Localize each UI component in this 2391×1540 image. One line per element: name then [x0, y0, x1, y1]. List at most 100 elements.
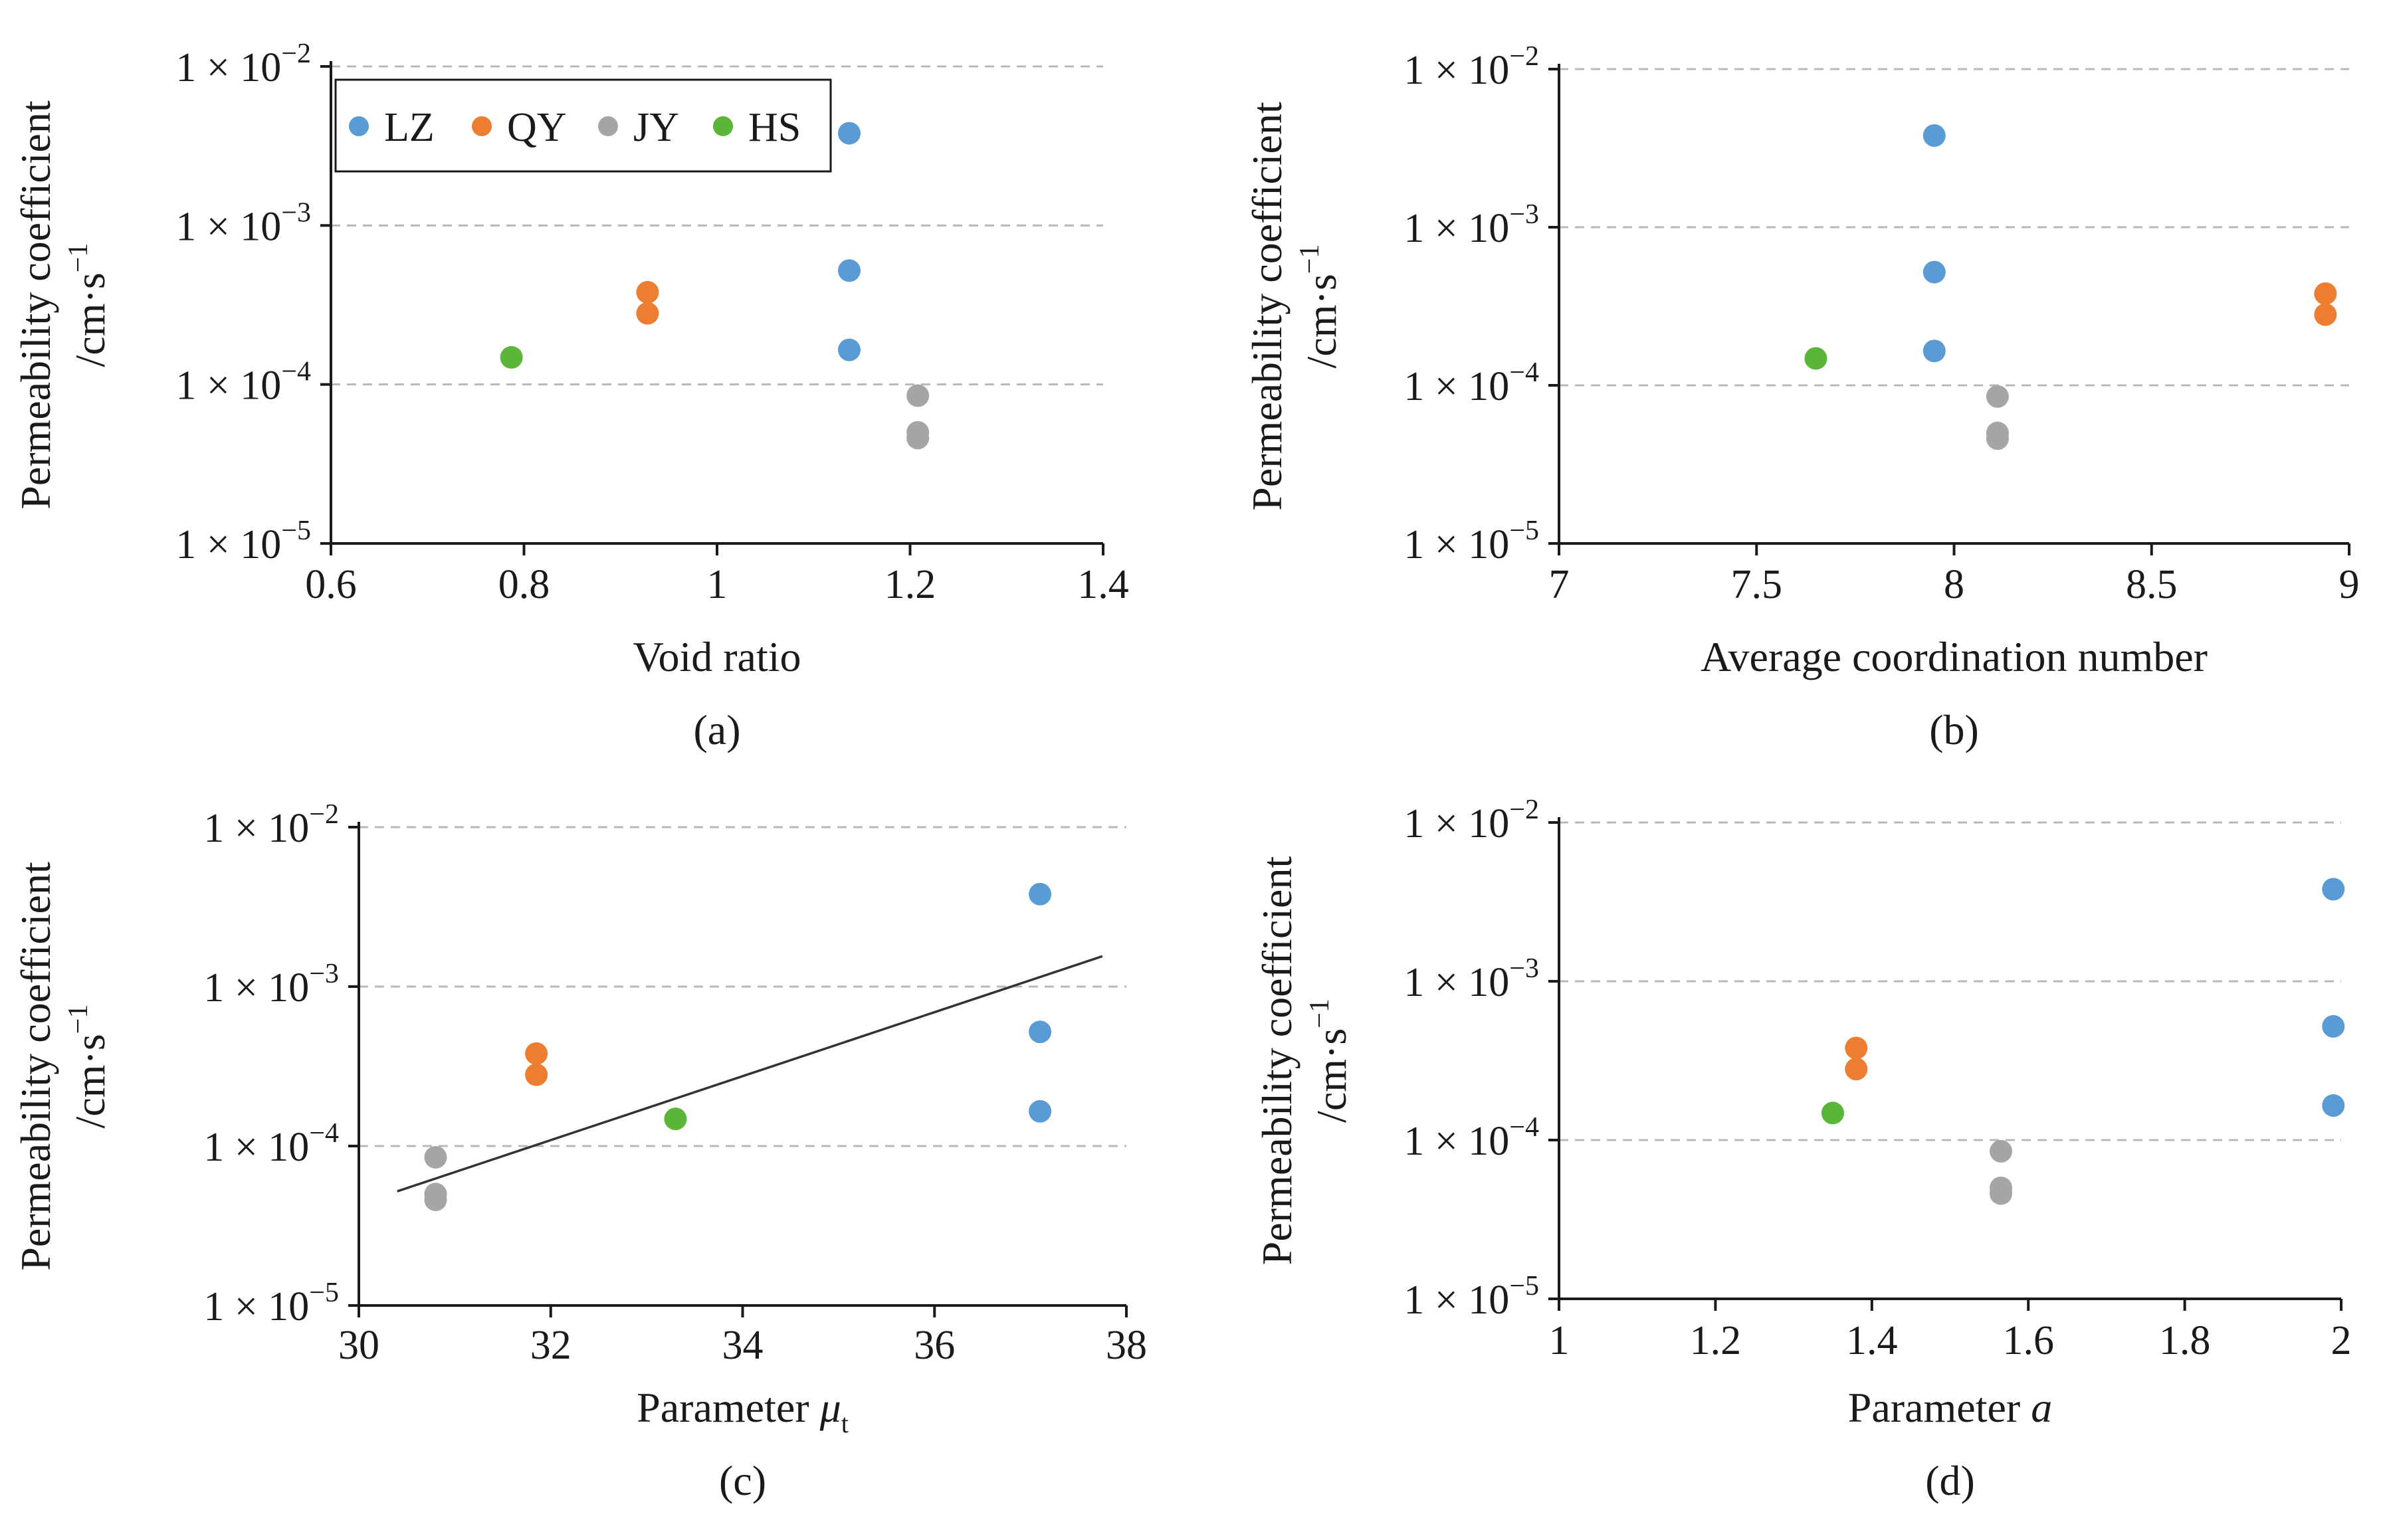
y-tick-exponent: −5 — [1509, 1271, 1539, 1301]
x-tick-label: 34 — [722, 1323, 764, 1368]
y-axis-label-unit: /cm·s−1 — [1304, 999, 1355, 1123]
x-tick-label: 8.5 — [2126, 562, 2178, 607]
y-tick-label: 1 × 10−2 — [1403, 41, 1539, 93]
point-qy — [2314, 303, 2337, 326]
y-axis-label: Permeability coefficient/cm·s−1 — [1243, 102, 1345, 511]
x-tick-label: 7 — [1549, 562, 1570, 607]
x-tick-label: 1.8 — [2159, 1318, 2211, 1363]
x-tick-label: 0.6 — [305, 562, 357, 607]
y-tick-base: 1 × 10 — [175, 45, 281, 90]
y-tick-label: 1 × 10−3 — [1403, 199, 1539, 251]
y-axis-label-unit: /cm·s−1 — [63, 1005, 114, 1129]
point-lz — [1029, 882, 1052, 906]
y-tick-base: 1 × 10 — [175, 363, 281, 409]
y-tick-label: 1 × 10−4 — [175, 357, 311, 409]
point-lz — [1029, 1020, 1052, 1044]
x-tick-label: 36 — [914, 1323, 955, 1368]
point-jy — [1986, 385, 2009, 408]
y-tick-label: 1 × 10−4 — [1403, 357, 1539, 409]
y-tick-base: 1 × 10 — [203, 1284, 309, 1329]
legend-box — [334, 78, 832, 173]
legend-label-qy: QY — [507, 105, 567, 150]
point-lz — [2322, 1014, 2345, 1038]
y-tick-exponent: −3 — [1509, 953, 1539, 984]
x-tick-label: 7.5 — [1731, 562, 1783, 607]
trend-line — [397, 955, 1103, 1193]
y-tick-base: 1 × 10 — [175, 522, 281, 567]
x-tick-label: 32 — [530, 1323, 572, 1368]
point-lz — [1923, 339, 1946, 363]
panel-caption: (d) — [1925, 1457, 1975, 1504]
point-lz — [1923, 124, 1946, 147]
legend-marker-lz — [349, 116, 369, 136]
x-tick-label: 1.6 — [2002, 1318, 2054, 1363]
panel-b: 7 7.5 8 8.5 91 × 10−51 × 10−41 × 10−31 × 10−… — [1243, 41, 2360, 753]
y-tick-base: 1 × 10 — [1403, 48, 1509, 93]
point-jy — [1990, 1139, 2013, 1163]
y-tick-exponent: −5 — [1509, 516, 1539, 546]
x-axis-label: Parameter μt — [637, 1384, 849, 1438]
y-tick-label: 1 × 10−2 — [203, 799, 339, 851]
y-tick-base: 1 × 10 — [1403, 364, 1509, 409]
y-tick-base: 1 × 10 — [1403, 801, 1509, 846]
panel-a: 0.6 0.8 1 1.2 1.41 × 10−51 × 10−41 × 10−31 ×… — [12, 39, 1129, 753]
y-tick-label: 1 × 10−3 — [175, 197, 311, 249]
y-tick-label: 1 × 10−5 — [1403, 516, 1539, 567]
legend-label-hs: HS — [748, 105, 801, 150]
x-tick-label: 2 — [2331, 1318, 2352, 1363]
x-tick-label: 1.2 — [884, 562, 936, 607]
y-axis-label: Permeability coefficient/cm·s−1 — [12, 100, 114, 510]
point-jy — [424, 1145, 447, 1169]
point-jy — [424, 1188, 447, 1211]
point-qy — [636, 302, 659, 325]
y-tick-exponent: −4 — [1509, 357, 1539, 388]
point-hs — [664, 1107, 687, 1131]
y-tick-base: 1 × 10 — [1403, 960, 1509, 1005]
y-tick-exponent: −5 — [281, 516, 311, 546]
point-lz — [2322, 878, 2345, 901]
y-axis-label-unit: /cm·s−1 — [63, 243, 114, 367]
x-axis-label: Average coordination number — [1701, 633, 2208, 680]
panel-caption: (b) — [1929, 706, 1979, 753]
y-axis-label-line1: Permeability coefficient — [12, 100, 59, 510]
y-tick-label: 1 × 10−5 — [203, 1278, 339, 1329]
point-jy — [1990, 1182, 2013, 1205]
x-tick-label: 1 — [1549, 1318, 1570, 1363]
x-tick-label: 9 — [2339, 562, 2360, 607]
point-qy — [525, 1063, 548, 1086]
x-axis-label: Parameter a — [1848, 1384, 2052, 1431]
y-tick-exponent: −4 — [1509, 1112, 1539, 1143]
point-jy — [1986, 427, 2009, 450]
x-tick-label: 0.8 — [498, 562, 550, 607]
panel-caption: (a) — [693, 706, 740, 753]
y-tick-label: 1 × 10−3 — [203, 959, 339, 1011]
y-tick-label: 1 × 10−4 — [203, 1118, 339, 1170]
y-tick-base: 1 × 10 — [203, 806, 309, 851]
panel-d: 1 1.2 1.4 1.6 1.8 21 × 10−51 × 10−41 × 10−31 … — [1253, 795, 2352, 1504]
point-lz — [1923, 260, 1946, 284]
x-tick-label: 1.2 — [1690, 1318, 1742, 1363]
panel-c: 30 32 34 36 381 × 10−51 × 10−41 × 10−31 × 10… — [12, 799, 1147, 1504]
y-tick-base: 1 × 10 — [175, 204, 281, 249]
y-axis-label-unit: /cm·s−1 — [1295, 244, 1345, 369]
point-hs — [1804, 347, 1827, 370]
y-tick-base: 1 × 10 — [1403, 1278, 1509, 1323]
x-axis-label-symbol: a — [2031, 1384, 2052, 1431]
point-lz — [837, 122, 861, 145]
x-axis-label: Void ratio — [633, 633, 801, 680]
y-tick-base: 1 × 10 — [203, 1125, 309, 1170]
point-qy — [1845, 1036, 1868, 1060]
point-lz — [837, 338, 861, 361]
y-tick-exponent: −2 — [281, 39, 311, 69]
legend-marker-qy — [472, 116, 492, 136]
y-tick-exponent: −2 — [1509, 795, 1539, 825]
y-tick-exponent: −3 — [281, 197, 311, 228]
point-qy — [636, 280, 659, 304]
x-tick-label: 1.4 — [1077, 562, 1129, 607]
legend-marker-jy — [598, 116, 618, 136]
x-tick-label: 8 — [1944, 562, 1964, 607]
legend-label-jy: JY — [633, 105, 679, 150]
y-tick-exponent: −5 — [309, 1278, 339, 1308]
y-tick-label: 1 × 10−3 — [1403, 953, 1539, 1005]
